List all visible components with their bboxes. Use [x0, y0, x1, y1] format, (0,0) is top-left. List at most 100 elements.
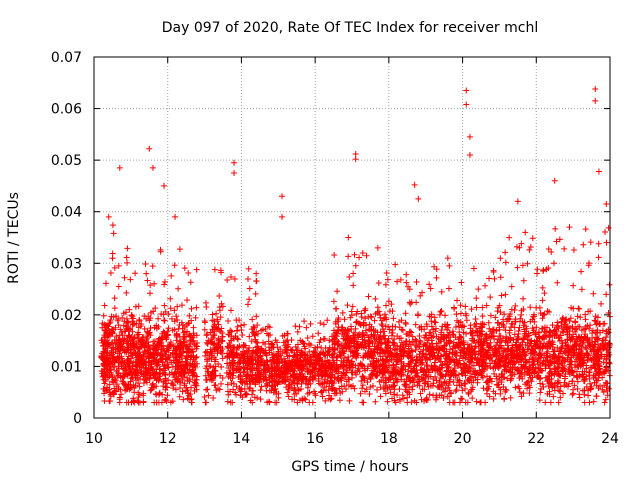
data-point: [318, 344, 325, 351]
data-point: [144, 335, 151, 342]
y-tick-label: 0.06: [51, 102, 82, 118]
data-point: [106, 366, 113, 373]
data-point: [468, 306, 475, 313]
data-point: [561, 245, 568, 252]
data-point: [163, 332, 170, 339]
data-point: [115, 365, 122, 372]
data-point: [274, 363, 281, 370]
data-point: [149, 354, 156, 361]
data-point: [520, 295, 527, 302]
data-point: [306, 389, 313, 396]
data-point: [203, 348, 210, 355]
y-tick-label: 0.01: [51, 359, 82, 375]
data-point: [592, 97, 599, 104]
data-point: [501, 396, 508, 403]
data-point: [158, 399, 165, 406]
data-point: [113, 333, 120, 340]
data-point: [303, 324, 310, 331]
data-point: [253, 313, 260, 320]
data-point: [218, 300, 225, 307]
data-point: [226, 369, 233, 376]
data-point: [529, 235, 536, 242]
data-point: [241, 351, 248, 358]
data-point: [147, 372, 154, 379]
data-point: [112, 387, 119, 394]
data-point: [178, 363, 185, 370]
data-point: [104, 363, 111, 370]
data-point: [580, 241, 587, 248]
data-point: [127, 276, 134, 283]
data-point: [249, 360, 256, 367]
data-point: [213, 310, 220, 317]
data-point: [105, 213, 112, 220]
data-point: [193, 266, 200, 273]
data-point: [266, 399, 273, 406]
data-point: [253, 328, 260, 335]
data-point: [146, 145, 153, 152]
data-point: [164, 328, 171, 335]
data-point: [542, 399, 549, 406]
data-point: [241, 321, 248, 328]
data-point: [331, 252, 338, 259]
data-point: [603, 291, 610, 298]
data-point: [205, 392, 212, 399]
data-point: [149, 384, 156, 391]
x-axis-label: GPS time / hours: [291, 459, 408, 475]
data-point: [413, 278, 420, 285]
data-point: [120, 380, 127, 387]
data-point: [356, 254, 363, 261]
y-tick-label: 0.02: [51, 308, 82, 324]
data-point: [415, 311, 422, 318]
data-point: [497, 255, 504, 262]
data-point: [300, 357, 307, 364]
data-point: [130, 381, 137, 388]
y-tick-label: 0.05: [51, 153, 82, 169]
data-point: [184, 387, 191, 394]
data-point: [237, 372, 244, 379]
data-point: [122, 309, 129, 316]
data-point: [507, 394, 514, 401]
data-point: [302, 396, 309, 403]
data-point: [547, 399, 554, 406]
data-point: [330, 298, 337, 305]
data-point: [173, 313, 180, 320]
data-point: [186, 320, 193, 327]
data-point: [165, 364, 172, 371]
y-tick-label: 0.03: [51, 256, 82, 272]
data-point: [276, 379, 283, 386]
data-point: [142, 348, 149, 355]
data-point: [106, 352, 113, 359]
data-point: [328, 395, 335, 402]
data-point: [237, 359, 244, 366]
data-point: [291, 374, 298, 381]
data-point: [231, 170, 238, 177]
data-point: [273, 373, 280, 380]
data-point: [234, 327, 241, 334]
data-point: [165, 325, 172, 332]
data-point: [111, 376, 118, 383]
data-point: [112, 324, 119, 331]
data-point: [415, 195, 422, 202]
data-point: [341, 316, 348, 323]
data-point: [375, 280, 382, 287]
data-point: [103, 357, 110, 364]
data-point: [453, 311, 460, 318]
data-point: [326, 337, 333, 344]
data-point: [244, 366, 251, 373]
data-point: [135, 324, 142, 331]
data-point: [449, 328, 456, 335]
data-point: [402, 310, 409, 317]
data-point: [126, 306, 133, 313]
data-point: [147, 351, 154, 358]
data-point: [407, 300, 414, 307]
data-point: [327, 377, 334, 384]
data-point: [147, 332, 154, 339]
data-point: [227, 399, 234, 406]
data-point: [123, 323, 130, 330]
data-point: [175, 364, 182, 371]
data-point: [182, 365, 189, 372]
data-point: [432, 319, 439, 326]
data-point: [466, 133, 473, 140]
data-point: [595, 254, 602, 261]
